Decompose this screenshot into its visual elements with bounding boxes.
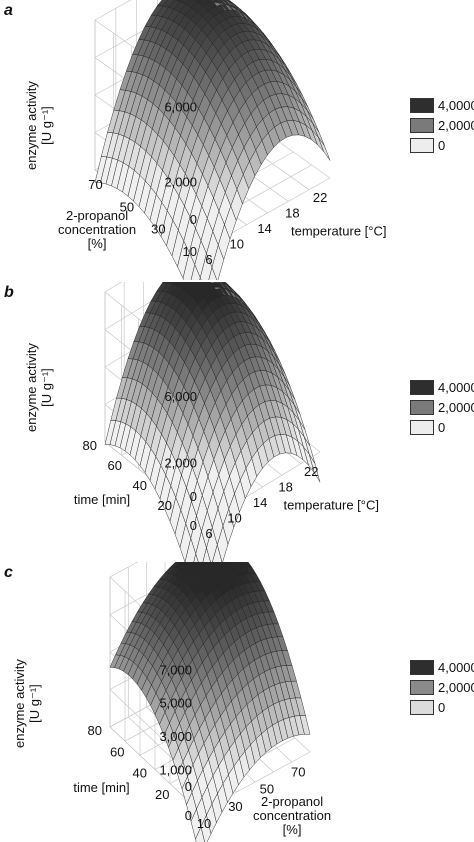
y-tick-label: 0 <box>190 212 197 227</box>
y-axis-title-b: enzyme activity [U g⁻¹] <box>24 343 54 432</box>
legend-swatch <box>410 118 434 133</box>
legend-swatch <box>410 98 434 113</box>
y-tick-label: 0 <box>185 779 192 794</box>
depth-axis-title-line2: concentration <box>58 222 136 237</box>
depth-axis-title-line3: [%] <box>88 236 107 251</box>
surface-plot-c: 01,0003,0005,0007,000103050700204060802-… <box>0 562 474 842</box>
surface-cell <box>318 137 330 160</box>
x-axis-title-line1: 2-propanol <box>261 794 323 809</box>
y-axis-title-line2: [U g⁻¹] <box>27 659 42 748</box>
legend-label: 2,0000 <box>438 400 474 415</box>
legend-b: 4,0000 2,0000 0 <box>408 378 474 438</box>
depth-tick-label: 70 <box>88 177 102 192</box>
y-tick-label: 0 <box>190 489 197 504</box>
legend-item: 4,0000 <box>408 96 474 116</box>
x-tick-label: 70 <box>291 765 305 780</box>
x-tick-label: 18 <box>285 205 299 220</box>
x-tick-label: 6 <box>205 526 212 541</box>
depth-axis-title: time [min] <box>73 780 129 795</box>
legend-swatch <box>410 138 434 153</box>
y-tick-label: 6,000 <box>164 389 197 404</box>
x-tick-label: 14 <box>253 495 267 510</box>
surface-plot-a: 02,0006,00061014182210305070temperature … <box>0 0 474 280</box>
legend-a: 4,0000 2,0000 0 <box>408 96 474 156</box>
legend-item: 0 <box>408 418 474 438</box>
legend-label: 2,0000 <box>438 118 474 133</box>
y-axis-title-c: enzyme activity [U g⁻¹] <box>12 659 42 748</box>
x-tick-label: 10 <box>227 510 241 525</box>
y-axis-title-line1: enzyme activity <box>24 343 39 432</box>
y-tick-label: 7,000 <box>159 662 192 677</box>
legend-swatch <box>410 400 434 415</box>
depth-tick-label: 0 <box>190 518 197 533</box>
legend-label: 0 <box>438 700 445 715</box>
legend-item: 2,0000 <box>408 678 474 698</box>
legend-c: 4,0000 2,0000 0 <box>408 658 474 718</box>
x-tick-label: 14 <box>257 221 271 236</box>
depth-axis-title-line1: 2-propanol <box>66 208 128 223</box>
x-tick-label: 6 <box>205 252 212 267</box>
depth-tick-label: 0 <box>185 808 192 823</box>
x-axis-title-line2: concentration <box>253 808 331 823</box>
legend-label: 0 <box>438 138 445 153</box>
y-tick-label: 2,000 <box>164 456 197 471</box>
legend-item: 2,0000 <box>408 116 474 136</box>
x-axis-title: temperature [°C] <box>291 224 387 239</box>
depth-tick-label: 20 <box>158 498 172 513</box>
legend-item: 4,0000 <box>408 378 474 398</box>
legend-item: 0 <box>408 698 474 718</box>
y-tick-label: 5,000 <box>159 696 192 711</box>
legend-label: 4,0000 <box>438 380 474 395</box>
y-axis-title-line2: [U g⁻¹] <box>39 343 54 432</box>
surface-mesh <box>105 282 320 562</box>
x-tick-label: 30 <box>228 799 242 814</box>
legend-swatch <box>410 380 434 395</box>
legend-swatch <box>410 700 434 715</box>
legend-label: 4,0000 <box>438 98 474 113</box>
legend-item: 0 <box>408 136 474 156</box>
x-tick-label: 10 <box>230 236 244 251</box>
legend-item: 2,0000 <box>408 398 474 418</box>
legend-swatch <box>410 420 434 435</box>
x-axis-title: temperature [°C] <box>283 498 379 513</box>
legend-label: 0 <box>438 420 445 435</box>
legend-swatch <box>410 660 434 675</box>
depth-axis-title: time [min] <box>74 492 130 507</box>
depth-tick-label: 40 <box>133 478 147 493</box>
depth-tick-label: 80 <box>88 723 102 738</box>
y-tick-label: 1,000 <box>159 762 192 777</box>
depth-tick-label: 60 <box>108 458 122 473</box>
y-axis-title-a: enzyme activity [U g⁻¹] <box>24 81 54 170</box>
legend-swatch <box>410 680 434 695</box>
y-tick-label: 2,000 <box>164 174 197 189</box>
y-tick-label: 6,000 <box>164 99 197 114</box>
y-axis-title-line1: enzyme activity <box>12 659 27 748</box>
depth-tick-label: 40 <box>133 766 147 781</box>
surface-plot-b: 0 2,000 6,000 6 10 14 18 22 0 20 40 60 80 temperature… <box>0 282 474 562</box>
x-tick-label: 10 <box>197 816 211 831</box>
x-tick-label: 22 <box>304 464 318 479</box>
depth-tick-label: 80 <box>83 438 97 453</box>
x-tick-label: 22 <box>313 190 327 205</box>
depth-tick-label: 30 <box>151 222 165 237</box>
x-axis-title-line3: [%] <box>283 822 302 837</box>
y-tick-label: 3,000 <box>159 729 192 744</box>
y-axis-title-line2: [U g⁻¹] <box>39 81 54 170</box>
legend-item: 4,0000 <box>408 658 474 678</box>
y-axis-title-line1: enzyme activity <box>24 81 39 170</box>
depth-tick-label: 60 <box>110 744 124 759</box>
depth-tick-label: 20 <box>155 787 169 802</box>
x-tick-label: 18 <box>278 479 292 494</box>
depth-tick-label: 10 <box>183 244 197 259</box>
legend-label: 2,0000 <box>438 680 474 695</box>
legend-label: 4,0000 <box>438 660 474 675</box>
